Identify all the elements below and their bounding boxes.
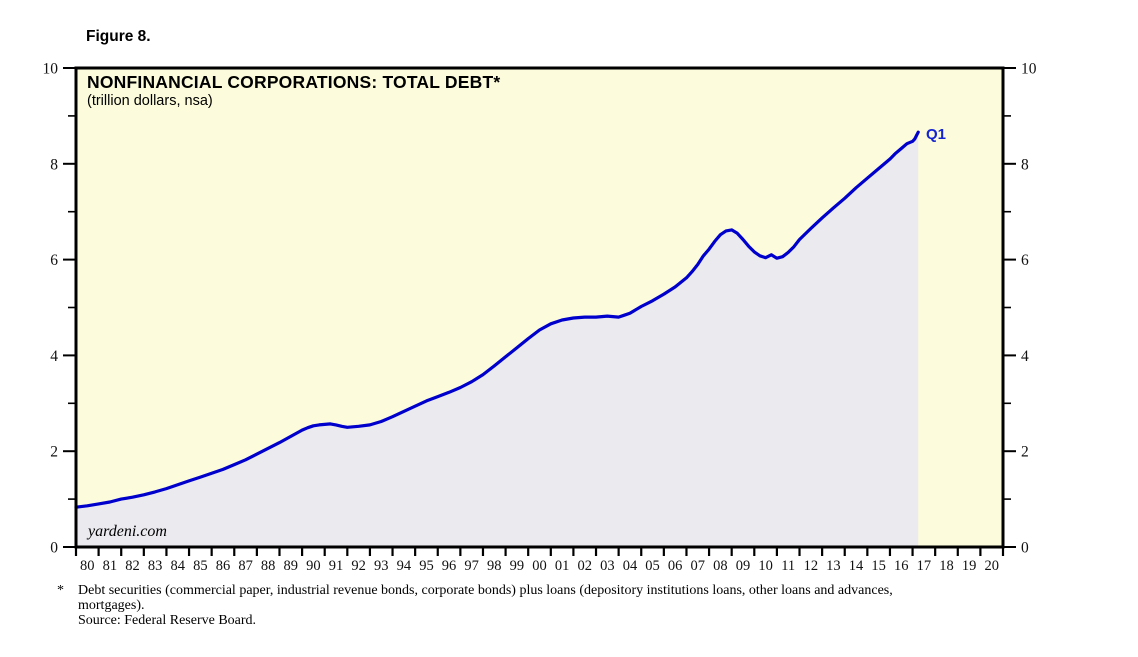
debt-area-fill <box>76 132 919 547</box>
x-axis-year-label: 20 <box>984 558 999 574</box>
x-axis-year-label: 08 <box>713 558 728 574</box>
x-axis-year-label: 09 <box>736 558 751 574</box>
x-axis-year-label: 89 <box>284 558 299 574</box>
y-axis-label-left: 2 <box>50 444 58 461</box>
x-axis-year-label: 94 <box>397 558 412 574</box>
chart-subtitle: (trillion dollars, nsa) <box>87 93 213 109</box>
x-axis-year-label: 13 <box>826 558 841 574</box>
x-axis-year-label: 93 <box>374 558 389 574</box>
footnote-line-1: Debt securities (commercial paper, indus… <box>78 583 893 598</box>
x-axis-year-label: 84 <box>170 558 185 574</box>
footnote-asterisk: * <box>57 583 64 598</box>
y-axis-label-right: 6 <box>1021 252 1029 269</box>
x-axis-year-label: 14 <box>849 558 864 574</box>
x-axis-year-label: 16 <box>894 558 909 574</box>
x-axis-year-label: 95 <box>419 558 434 574</box>
y-axis-label-left: 8 <box>50 156 58 173</box>
x-axis-year-label: 81 <box>103 558 118 574</box>
chart-title: NONFINANCIAL CORPORATIONS: TOTAL DEBT* <box>87 72 501 92</box>
y-axis-label-left: 4 <box>50 348 58 365</box>
y-axis-label-right: 0 <box>1021 540 1029 557</box>
x-axis-year-label: 83 <box>148 558 163 574</box>
x-axis-year-label: 97 <box>464 558 479 574</box>
x-axis-year-label: 00 <box>532 558 547 574</box>
x-axis-year-label: 06 <box>668 558 683 574</box>
x-axis-year-label: 03 <box>600 558 615 574</box>
y-axis-label-left: 10 <box>43 61 59 78</box>
y-axis-label-right: 8 <box>1021 156 1029 173</box>
x-axis-year-label: 90 <box>306 558 321 574</box>
x-axis-year-label: 87 <box>238 558 253 574</box>
footnote-source: Source: Federal Reserve Board. <box>78 613 257 629</box>
figure-number-label: Figure 8. <box>86 28 151 45</box>
x-axis-year-label: 11 <box>781 558 795 574</box>
x-axis-year-label: 80 <box>80 558 95 574</box>
y-axis-label-right: 2 <box>1021 444 1029 461</box>
x-axis-year-label: 17 <box>917 558 932 574</box>
x-axis-year-label: 82 <box>125 558 140 574</box>
debt-line-series <box>74 130 920 509</box>
y-axis-label-left: 0 <box>50 540 58 557</box>
x-axis-year-label: 85 <box>193 558 208 574</box>
x-axis-year-label: 12 <box>804 558 819 574</box>
x-axis-year-label: 19 <box>962 558 977 574</box>
y-axis-label-right: 10 <box>1021 61 1037 78</box>
yardeni-watermark: yardeni.com <box>88 523 167 540</box>
x-axis-year-label: 02 <box>577 558 592 574</box>
x-axis-year-label: 91 <box>329 558 344 574</box>
x-axis-year-label: 92 <box>351 558 366 574</box>
x-axis-year-label: 05 <box>645 558 660 574</box>
y-axis-label-left: 6 <box>50 252 58 269</box>
x-axis-year-label: 99 <box>510 558 525 574</box>
x-axis-year-label: 96 <box>442 558 457 574</box>
footnote-line-2: mortgages). <box>78 598 145 614</box>
x-axis-year-label: 18 <box>939 558 954 574</box>
x-axis-year-label: 07 <box>691 558 706 574</box>
x-axis-year-label: 15 <box>871 558 886 574</box>
last-point-annotation: Q1 <box>926 126 947 143</box>
x-axis-year-label: 86 <box>216 558 231 574</box>
x-axis-year-label: 98 <box>487 558 502 574</box>
y-axis-label-right: 4 <box>1021 348 1029 365</box>
x-axis-year-label: 88 <box>261 558 276 574</box>
x-axis-year-label: 01 <box>555 558 570 574</box>
x-axis-year-label: 10 <box>758 558 773 574</box>
footnote-text: Debt securities (commercial paper, indus… <box>78 583 893 629</box>
x-axis-year-label: 04 <box>623 558 638 574</box>
